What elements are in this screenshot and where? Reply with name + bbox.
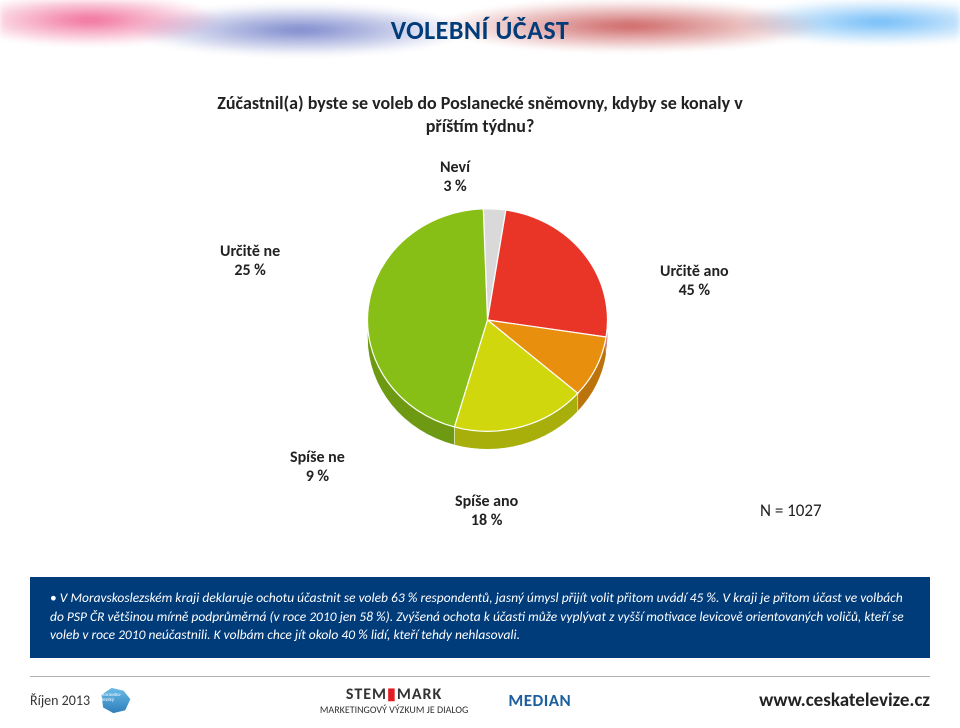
sample-size-label: N = 1027 <box>760 500 822 521</box>
median-logo: MEDIAN <box>508 690 571 711</box>
page-title: VOLEBNÍ ÚČAST <box>391 14 570 46</box>
pie-svg <box>360 200 615 455</box>
commentary-text: V Moravskoslezském kraji deklaruje ochot… <box>50 589 910 644</box>
slice-label-spise-ano: Spíše ano 18 % <box>455 492 518 530</box>
pie-chart-area: Neví 3 % Určitě ne 25 % Spíše ne 9 % Spí… <box>0 150 960 520</box>
header: VOLEBNÍ ÚČAST <box>0 0 960 60</box>
question-line2: příštím týdnu? <box>426 115 535 137</box>
slice-label-nevi: Neví 3 % <box>440 158 470 196</box>
stemmark-logo: STEM▮MARK MARKETINGOVÝ VÝZKUM JE DIALOG <box>320 686 468 715</box>
footer-center: STEM▮MARK MARKETINGOVÝ VÝZKUM JE DIALOG … <box>320 686 571 715</box>
median-name: MEDIAN <box>508 690 571 711</box>
footer: Říjen 2013 STEM▮MARK MARKETINGOVÝ VÝZKUM… <box>30 676 930 720</box>
slice-label-spise-ne: Spíše ne 9 % <box>290 448 345 486</box>
footer-url: www.ceskatelevize.cz <box>759 689 930 712</box>
survey-question: Zúčastnil(a) byste se voleb do Poslaneck… <box>0 92 960 137</box>
slice-label-urcite-ano: Určitě ano 45 % <box>660 262 729 300</box>
stemmark-slash-icon: ▮ <box>387 685 397 704</box>
region-logo-icon <box>98 687 132 715</box>
footer-left: Říjen 2013 <box>30 687 132 715</box>
stemmark-tagline: MARKETINGOVÝ VÝZKUM JE DIALOG <box>320 704 468 715</box>
slice-label-urcite-ne: Určitě ne 25 % <box>220 242 280 280</box>
question-line1: Zúčastnil(a) byste se voleb do Poslaneck… <box>217 92 742 114</box>
stemmark-name: STEM▮MARK <box>320 686 468 704</box>
footer-date: Říjen 2013 <box>30 692 90 709</box>
pie-chart <box>360 200 615 455</box>
commentary-band: V Moravskoslezském kraji deklaruje ochot… <box>30 577 930 658</box>
